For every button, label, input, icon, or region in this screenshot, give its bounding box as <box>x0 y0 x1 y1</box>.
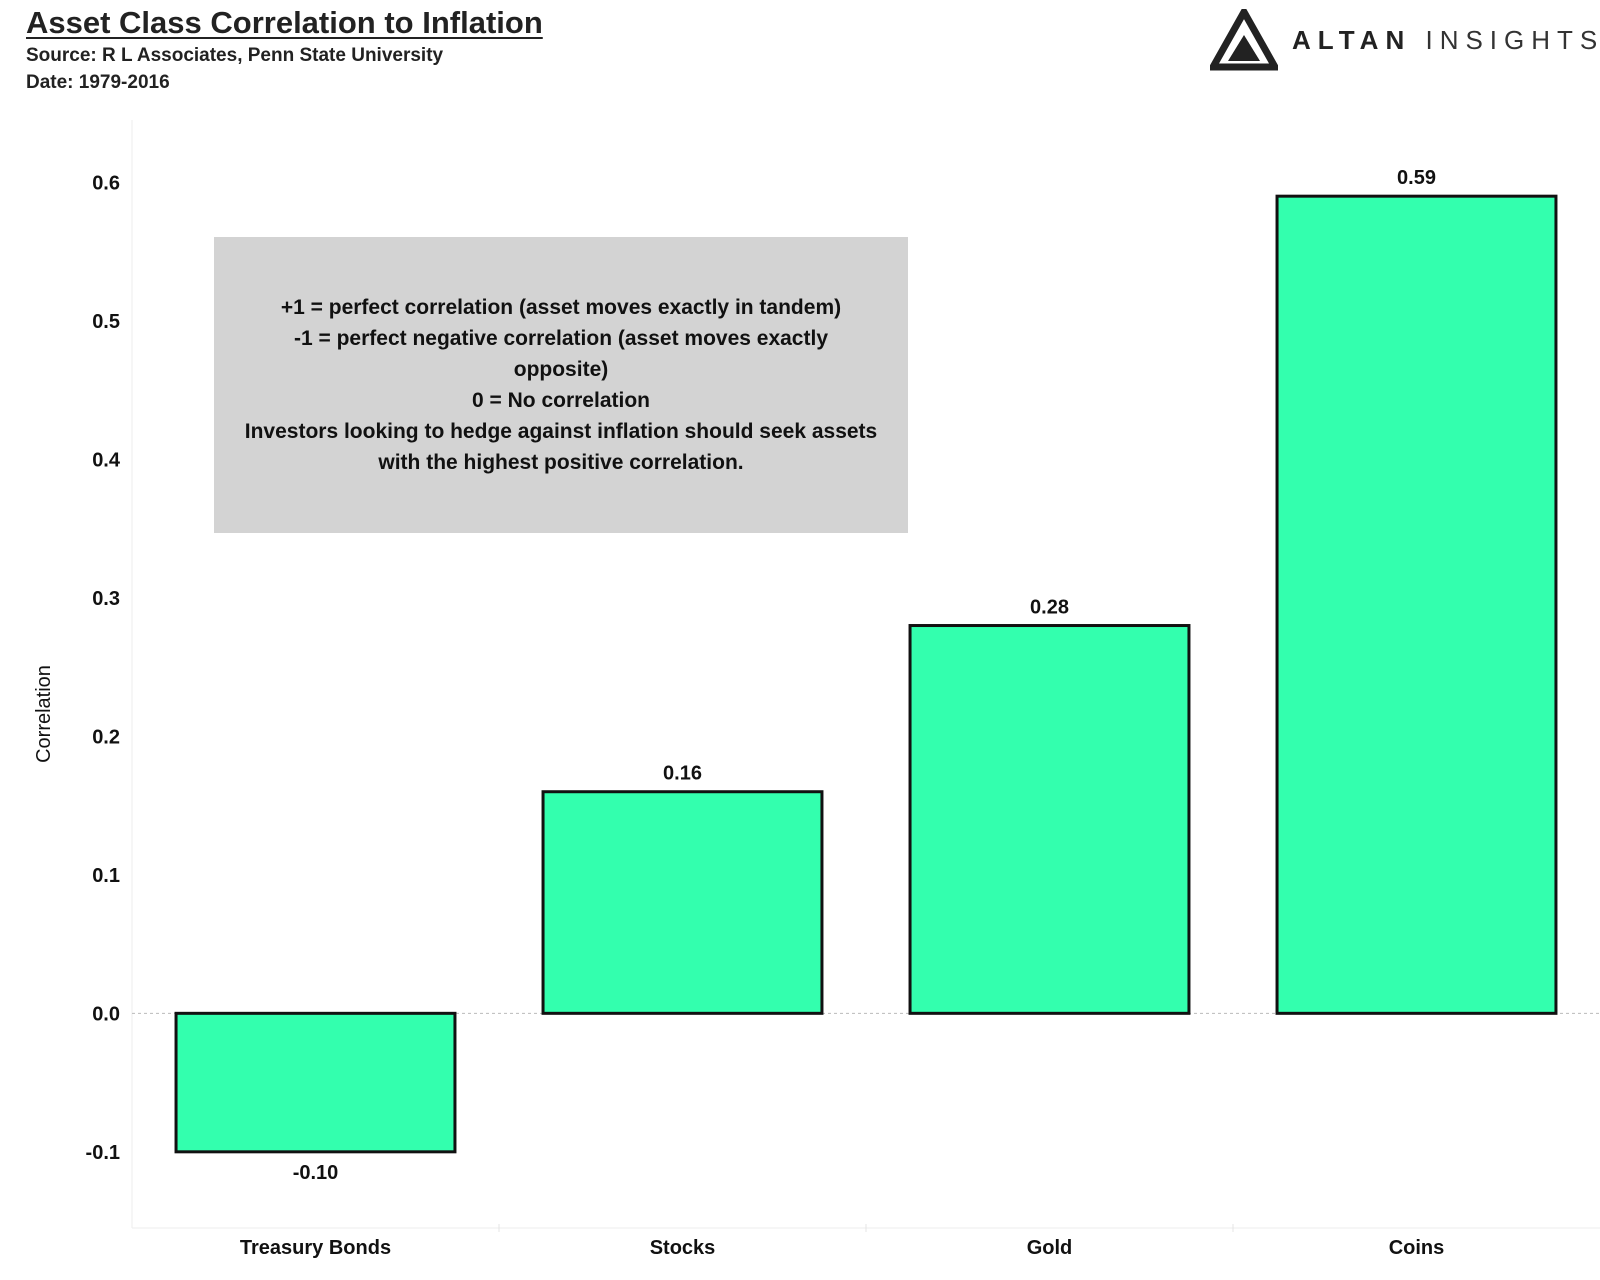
note-line-none: 0 = No correlation <box>472 389 650 412</box>
logo-word-altan: ALTAN <box>1292 24 1412 55</box>
bar-stocks <box>541 790 824 1015</box>
x-category-label: Stocks <box>650 1237 716 1259</box>
data-label: -0.10 <box>293 1162 339 1184</box>
y-axis-title: Correlation <box>33 665 55 763</box>
y-tick-label: 0.4 <box>92 449 121 471</box>
source-text: Source: R L Associates, Penn State Unive… <box>26 45 444 66</box>
data-label: 0.16 <box>663 763 702 785</box>
logo-wordmark: ALTAN INSIGHTS <box>1292 25 1600 56</box>
altan-insights-logo: ALTAN INSIGHTS <box>1210 9 1600 71</box>
chart-title: Asset Class Correlation to Inflation <box>26 5 543 40</box>
x-category-label: Coins <box>1389 1237 1445 1259</box>
y-tick-label: 0.1 <box>92 865 120 887</box>
bar-gold <box>908 624 1191 1015</box>
correlation-note-text: +1 = perfect correlation (asset moves ex… <box>244 292 878 478</box>
logo-word-insights: INSIGHTS <box>1425 24 1600 55</box>
bar-treasury-bonds <box>174 1011 457 1154</box>
date-text: Date: 1979-2016 <box>26 72 170 93</box>
data-label: 0.59 <box>1397 167 1436 189</box>
x-category-label: Gold <box>1027 1237 1073 1259</box>
y-tick-label: -0.1 <box>86 1142 120 1164</box>
bar-coins <box>1275 194 1558 1015</box>
data-label: 0.28 <box>1030 597 1069 619</box>
correlation-note-box: +1 = perfect correlation (asset moves ex… <box>214 237 908 533</box>
y-tick-label: 0.6 <box>92 172 120 194</box>
x-category-label: Treasury Bonds <box>240 1237 391 1259</box>
y-tick-label: 0.5 <box>92 311 120 333</box>
y-tick-label: 0.3 <box>92 588 120 610</box>
triangle-logo-icon <box>1210 9 1278 71</box>
note-line-negative: -1 = perfect negative correlation (asset… <box>294 327 828 381</box>
note-line-advice: Investors looking to hedge against infla… <box>244 420 878 474</box>
y-tick-label: 0.0 <box>92 1003 120 1025</box>
y-tick-label: 0.2 <box>92 726 120 748</box>
chart-header: Asset Class Correlation to Inflation Sou… <box>26 4 543 96</box>
note-line-perfect: +1 = perfect correlation (asset moves ex… <box>280 296 842 319</box>
